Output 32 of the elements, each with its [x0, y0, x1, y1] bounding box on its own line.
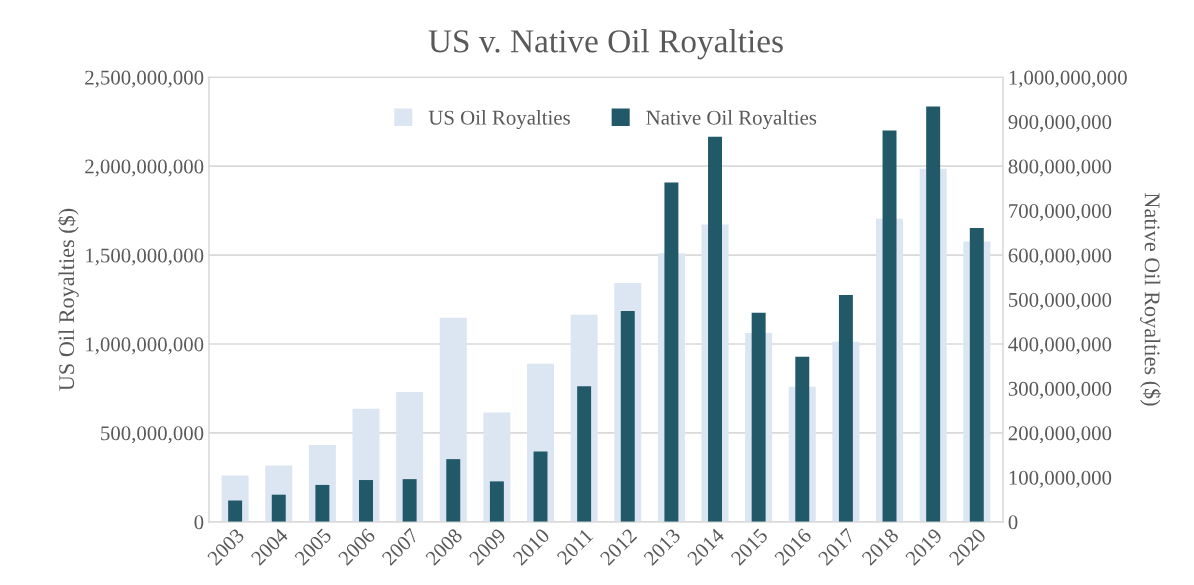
legend-label: Native Oil Royalties	[646, 110, 817, 130]
bar	[228, 500, 243, 522]
y2-tick-label: 500,000,000	[1009, 292, 1112, 310]
y-tick-label: 0	[194, 515, 204, 530]
y2-tick-label: 1,000,000,000	[1009, 70, 1127, 88]
bar	[446, 459, 461, 522]
y2-tick-label: 600,000,000	[1008, 248, 1112, 266]
y2-tick-label: 900,000,000	[1008, 115, 1112, 133]
bar	[489, 481, 504, 522]
y2-tick-label: 200,000,000	[1008, 426, 1112, 444]
y-tick-label: 500,000,000	[101, 426, 204, 444]
y-tick-label: 1,000,000,000	[86, 337, 204, 355]
bar	[315, 484, 330, 522]
y2-tick-label: 700,000,000	[1009, 203, 1112, 222]
y-tick-label: 2,500,000,000	[85, 70, 204, 88]
y-tick-label: 2,000,000,000	[85, 159, 204, 177]
x-tick-label: 2011	[556, 527, 594, 566]
y2-tick-label: 800,000,000	[1008, 159, 1112, 177]
bar	[533, 451, 548, 522]
y2-axis-title: Native Oil Royalties ($)	[1140, 193, 1161, 406]
y-axis-title: US Oil Royalties ($)	[57, 208, 79, 391]
chart-title: US v. Native Oil Royalties	[428, 29, 783, 60]
bar	[577, 386, 592, 522]
bar	[271, 494, 286, 522]
bar	[359, 480, 373, 522]
bar	[402, 479, 417, 522]
y2-tick-label: 400,000,000	[1008, 337, 1112, 355]
y2-tick-label: 0	[1008, 515, 1018, 530]
legend-label: US Oil Royalties	[428, 110, 570, 130]
y2-tick-label: 300,000,000	[1008, 381, 1112, 399]
y2-tick-label: 100,000,000	[1009, 470, 1112, 488]
y-tick-label: 1,500,000,000	[86, 248, 204, 266]
